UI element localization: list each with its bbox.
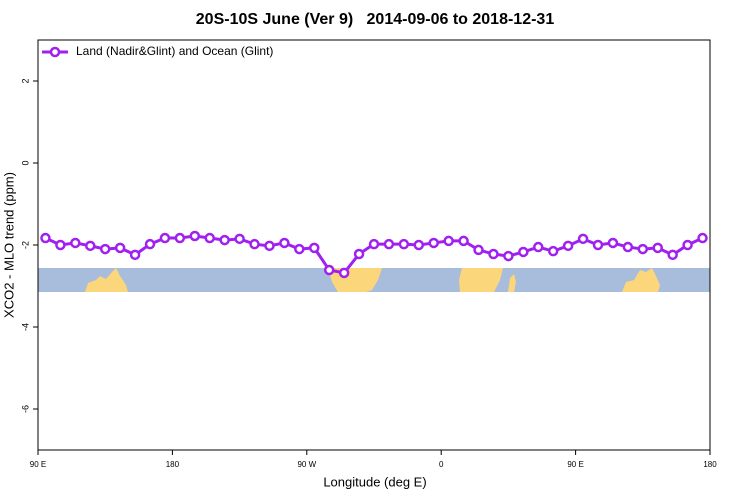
x-tick-label: 180	[703, 460, 717, 469]
point	[652, 242, 663, 254]
point	[398, 238, 410, 250]
point	[533, 241, 544, 253]
point	[353, 248, 365, 260]
point	[458, 235, 469, 247]
legend-label: Land (Nadir&Glint) and Ocean (Glint)	[76, 44, 273, 58]
point	[413, 239, 425, 251]
point	[99, 243, 111, 255]
point	[667, 249, 678, 261]
point	[264, 240, 275, 252]
point	[204, 232, 215, 244]
point	[174, 232, 186, 244]
x-tick-label: 0	[439, 460, 444, 469]
land	[622, 268, 660, 292]
point	[323, 264, 335, 276]
x-tick-label: 90 W	[297, 460, 316, 469]
point	[428, 237, 439, 249]
point	[85, 240, 96, 252]
y-tick-label: 0	[20, 160, 30, 165]
point	[637, 243, 649, 255]
point	[473, 244, 484, 256]
point	[189, 230, 201, 242]
point	[144, 238, 156, 250]
map-strip	[38, 268, 710, 292]
point	[383, 238, 395, 250]
x-axis-label: Longitude (deg E)	[323, 474, 426, 489]
point	[114, 242, 126, 254]
x-tick-label: 90 E	[567, 460, 583, 469]
x-tick-label: 90 E	[30, 460, 46, 469]
point	[443, 235, 454, 247]
point	[518, 246, 529, 258]
point	[622, 241, 634, 253]
point	[592, 239, 604, 251]
land	[85, 268, 128, 292]
point	[697, 232, 708, 244]
chart-title: 20S-10S June (Ver 9) 2014-09-06 to 2018-…	[196, 11, 555, 28]
point	[70, 237, 81, 249]
x-tick-label: 180	[166, 460, 180, 469]
y-tick-label: -2	[20, 241, 30, 249]
y-tick-label: 2	[20, 78, 30, 83]
point	[338, 267, 350, 279]
point	[577, 233, 589, 245]
point	[368, 238, 380, 250]
point	[279, 237, 290, 249]
point	[547, 245, 559, 257]
point	[249, 238, 260, 250]
point	[488, 248, 499, 260]
point	[682, 239, 693, 251]
y-tick-label: -4	[20, 323, 30, 331]
point	[309, 242, 320, 254]
point	[607, 237, 619, 249]
point	[40, 232, 51, 244]
point	[219, 234, 230, 246]
legend-marker	[49, 46, 61, 58]
point	[234, 233, 245, 245]
point	[129, 249, 141, 261]
land	[459, 268, 503, 292]
y-axis-label: XCO2 - MLO trend (ppm)	[1, 172, 16, 318]
y-tick-label: -6	[20, 405, 30, 413]
point	[294, 243, 305, 255]
point	[159, 232, 171, 244]
point	[503, 250, 514, 262]
land	[508, 274, 516, 292]
point	[562, 240, 574, 252]
point	[55, 239, 66, 251]
